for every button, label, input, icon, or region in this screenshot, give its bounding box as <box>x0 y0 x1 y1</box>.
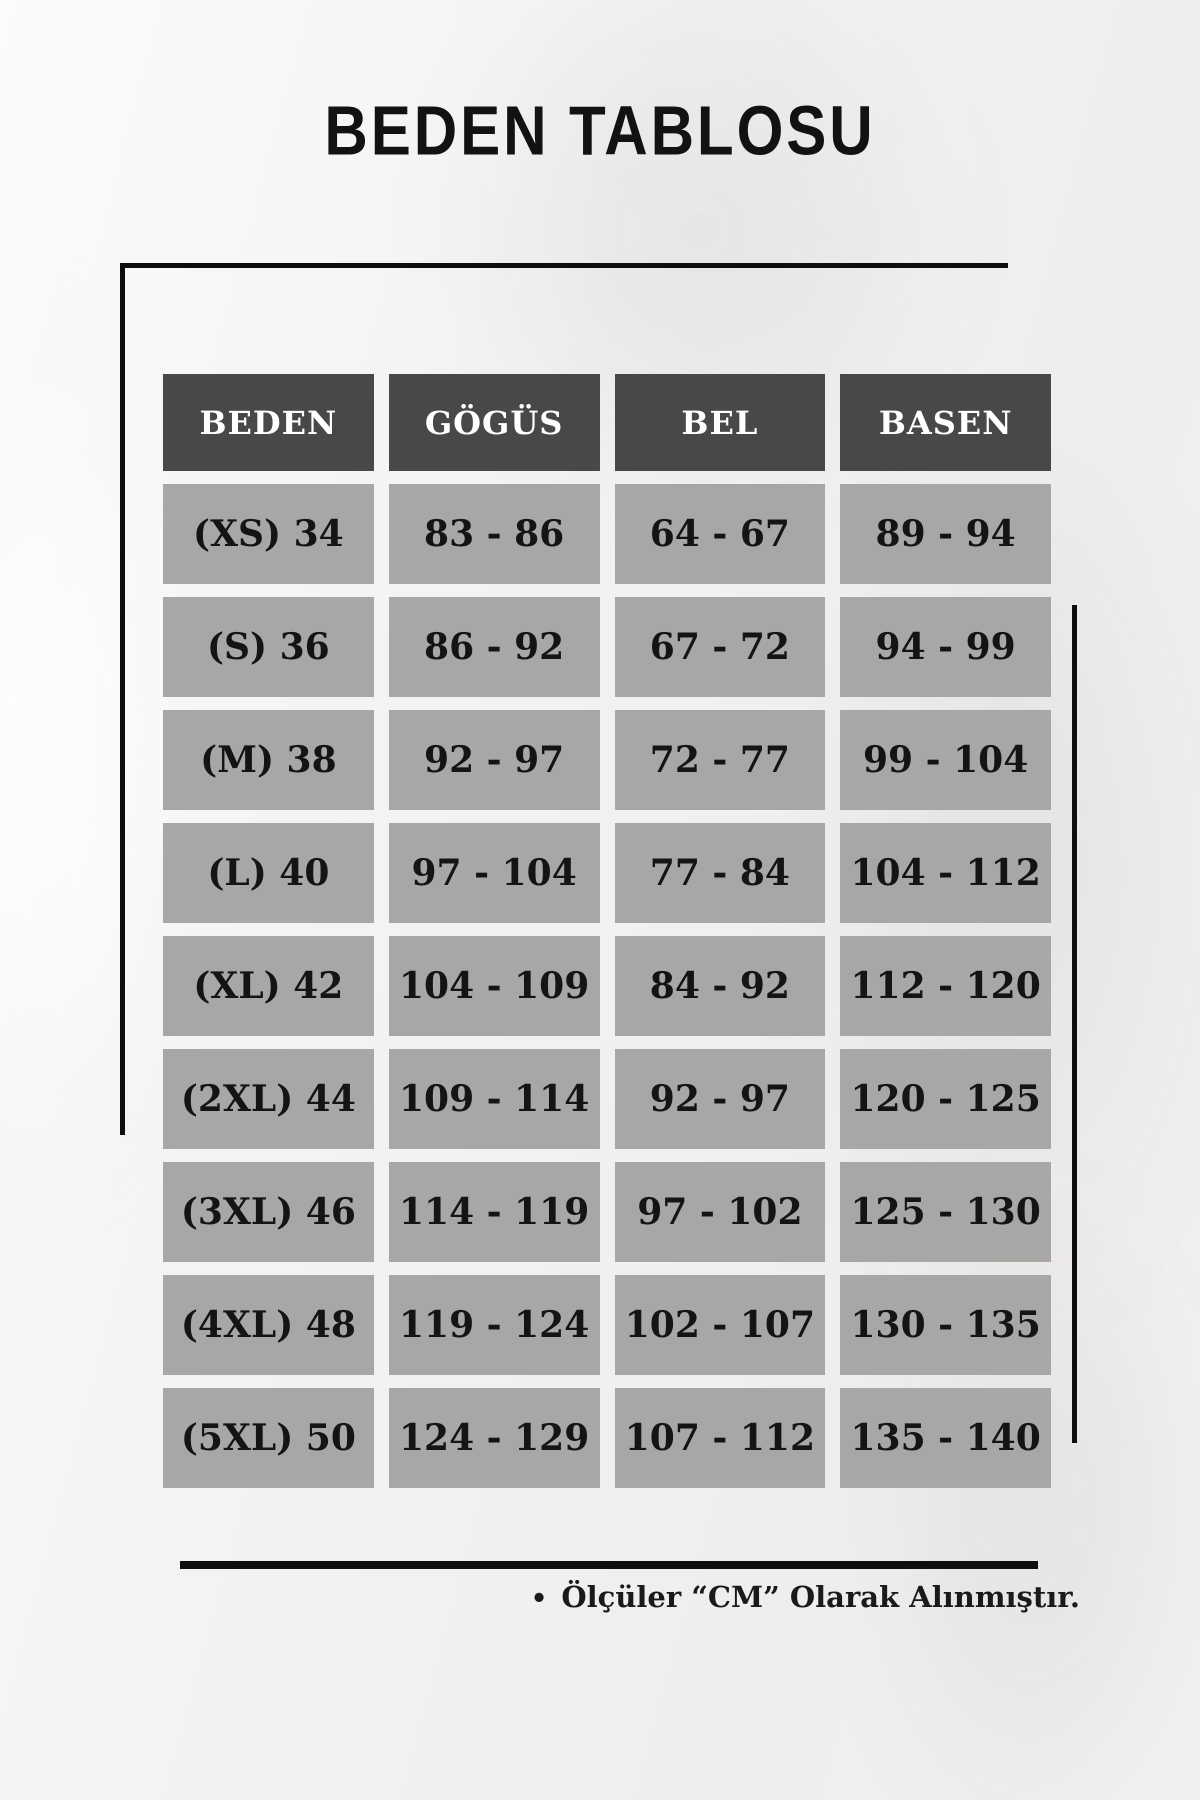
table-cell: 130 - 135 <box>840 1275 1051 1375</box>
table-cell: 86 - 92 <box>388 597 600 697</box>
table-cell: 102 - 107 <box>614 1275 826 1375</box>
table-cell: 92 - 97 <box>614 1049 826 1149</box>
column-header-gogus: GÖGÜS <box>388 374 600 471</box>
frame-line-left <box>120 263 125 1135</box>
table-cell: 92 - 97 <box>388 710 600 810</box>
table-cell: 119 - 124 <box>388 1275 600 1375</box>
size-cell: (L) 40 <box>163 823 374 923</box>
table-cell: 104 - 112 <box>840 823 1051 923</box>
table-cell: 89 - 94 <box>840 484 1051 584</box>
table-cell: 67 - 72 <box>614 597 826 697</box>
size-cell: (XS) 34 <box>163 484 374 584</box>
size-cell: (5XL) 50 <box>163 1388 374 1488</box>
table-cell: 125 - 130 <box>840 1162 1051 1262</box>
column-header-beden: BEDEN <box>163 374 374 471</box>
table-cell: 72 - 77 <box>614 710 826 810</box>
frame-line-top <box>120 263 1008 268</box>
table-cell: 94 - 99 <box>840 597 1051 697</box>
frame-line-bottom <box>180 1561 1038 1569</box>
page-title: BEDEN TABLOSU <box>324 92 876 171</box>
table-cell: 64 - 67 <box>614 484 826 584</box>
footnote-text: Ölçüler “CM” Olarak Alınmıştır. <box>561 1580 1080 1614</box>
size-cell: (2XL) 44 <box>163 1049 374 1149</box>
size-cell: (4XL) 48 <box>163 1275 374 1375</box>
size-cell: (XL) 42 <box>163 936 374 1036</box>
table-cell: 124 - 129 <box>388 1388 600 1488</box>
table-cell: 104 - 109 <box>388 936 600 1036</box>
table-cell: 112 - 120 <box>840 936 1051 1036</box>
table-cell: 97 - 104 <box>388 823 600 923</box>
size-cell: (3XL) 46 <box>163 1162 374 1262</box>
table-cell: 135 - 140 <box>840 1388 1051 1488</box>
size-cell: (M) 38 <box>163 710 374 810</box>
size-cell: (S) 36 <box>163 597 374 697</box>
bullet-icon: • <box>530 1584 548 1614</box>
footnote: • Ölçüler “CM” Olarak Alınmıştır. <box>531 1580 1080 1614</box>
size-table: BEDEN GÖGÜS BEL BASEN (XS) 34 83 - 86 64 - 67 8… <box>163 374 1051 1488</box>
table-cell: 114 - 119 <box>388 1162 600 1262</box>
frame-line-right <box>1072 605 1077 1443</box>
table-cell: 97 - 102 <box>614 1162 826 1262</box>
table-cell: 120 - 125 <box>840 1049 1051 1149</box>
table-cell: 99 - 104 <box>840 710 1051 810</box>
column-header-bel: BEL <box>614 374 826 471</box>
column-header-basen: BASEN <box>840 374 1051 471</box>
table-cell: 84 - 92 <box>614 936 826 1036</box>
table-cell: 107 - 112 <box>614 1388 826 1488</box>
table-cell: 109 - 114 <box>388 1049 600 1149</box>
table-cell: 77 - 84 <box>614 823 826 923</box>
table-cell: 83 - 86 <box>388 484 600 584</box>
